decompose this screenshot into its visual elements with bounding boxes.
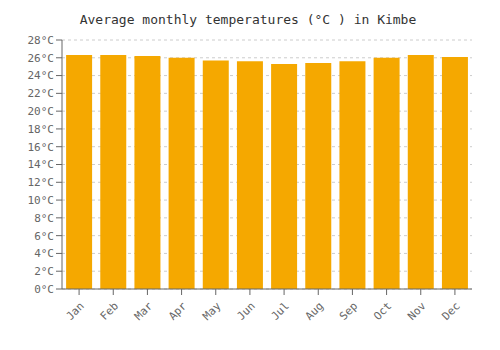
svg-text:Dec: Dec (439, 300, 462, 323)
svg-text:Jan: Jan (64, 300, 87, 323)
svg-text:4°C: 4°C (34, 247, 54, 260)
svg-text:Oct: Oct (371, 300, 394, 323)
svg-text:2°C: 2°C (34, 265, 54, 278)
svg-text:Sep: Sep (337, 300, 360, 323)
svg-text:Mar: Mar (132, 299, 156, 323)
svg-text:Jun: Jun (234, 300, 257, 323)
svg-text:22°C: 22°C (28, 87, 55, 100)
svg-text:28°C: 28°C (28, 34, 55, 47)
svg-text:10°C: 10°C (28, 194, 55, 207)
svg-text:20°C: 20°C (28, 105, 55, 118)
svg-text:18°C: 18°C (28, 123, 55, 136)
html-text:Average monthly temperatures (: Average monthly temperatures (°C ) in Ki… (79, 12, 417, 27)
svg-text:6°C: 6°C (34, 230, 54, 243)
svg-text:16°C: 16°C (28, 141, 55, 154)
svg-text:24°C: 24°C (28, 69, 55, 82)
svg-text:Feb: Feb (98, 300, 121, 323)
svg-text:12°C: 12°C (28, 176, 55, 189)
svg-text:Aug: Aug (303, 300, 326, 323)
svg-text:Jul: Jul (269, 300, 292, 323)
svg-text:26°C: 26°C (28, 52, 55, 65)
svg-text:14°C: 14°C (28, 158, 55, 171)
svg-text:Nov: Nov (405, 299, 429, 323)
svg-text:0°C: 0°C (34, 283, 54, 296)
svg-text:Apr: Apr (166, 299, 190, 323)
svg-text:8°C: 8°C (34, 212, 54, 225)
svg-text:May: May (200, 299, 224, 323)
